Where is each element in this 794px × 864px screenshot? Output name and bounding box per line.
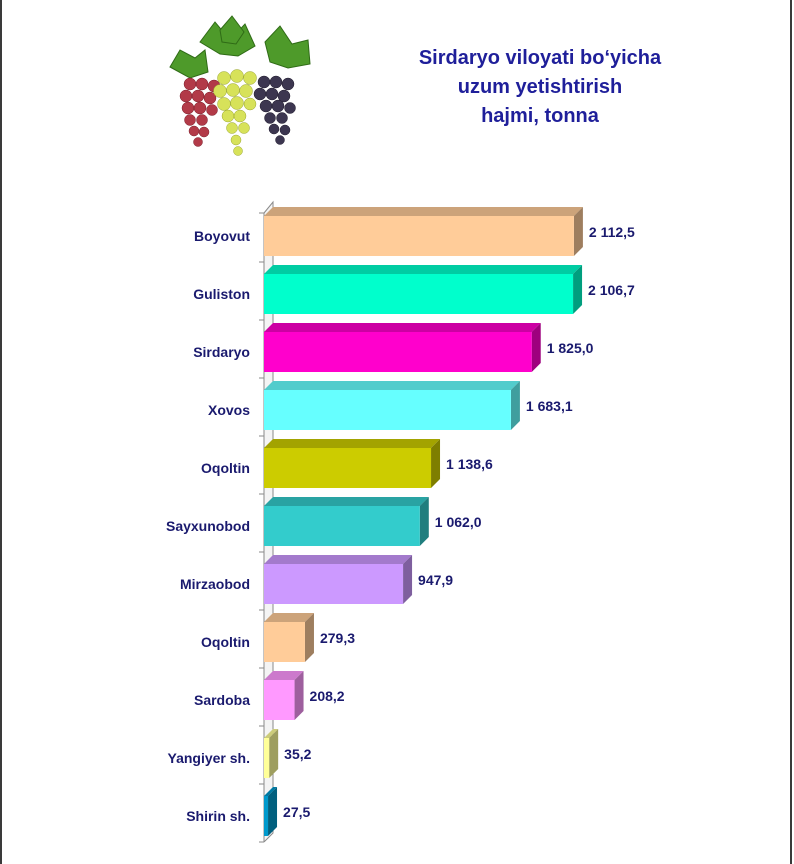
category-label: Guliston: [193, 286, 250, 302]
bar-side-face: [573, 265, 583, 314]
bar-front-face: [264, 274, 574, 314]
page-border-right: [790, 0, 792, 864]
bar-side-face: [419, 497, 429, 546]
bar-side-face: [294, 671, 304, 720]
bar-5: [264, 497, 429, 546]
value-label: 1 683,1: [526, 398, 573, 414]
bar-side-face: [403, 555, 413, 604]
category-label: Shirin sh.: [186, 808, 250, 824]
bar-9: [264, 729, 279, 778]
bar-side-face: [573, 207, 583, 256]
bar-2: [264, 323, 541, 372]
bar-6: [264, 555, 413, 604]
bar-side-face: [268, 787, 278, 836]
value-label: 2 106,7: [588, 282, 635, 298]
bar-front-face: [264, 622, 305, 662]
bar-top-face: [264, 497, 429, 506]
bar-front-face: [264, 448, 432, 488]
bar-front-face: [264, 390, 511, 430]
category-label: Boyovut: [194, 228, 250, 244]
category-label: Mirzaobod: [180, 576, 250, 592]
value-label: 208,2: [310, 688, 345, 704]
value-label: 2 112,5: [589, 224, 635, 240]
bar-top-face: [264, 671, 304, 680]
bar-side-face: [531, 323, 541, 372]
value-label: 947,9: [418, 572, 453, 588]
bar-top-face: [264, 555, 413, 564]
bars-group: [264, 207, 583, 836]
bar-top-face: [264, 265, 583, 274]
value-label: 1 138,6: [446, 456, 493, 472]
bar-4: [264, 439, 441, 488]
title-line-2: uzum yetishtirish: [457, 76, 623, 98]
bar-8: [264, 671, 304, 720]
labels-group: Boyovut 2 112,5 Guliston 2 106,7 Sirdaryo 1 8…: [166, 224, 635, 824]
bar-top-face: [264, 729, 279, 738]
title-line-3: hajmi, tonna: [481, 105, 599, 127]
bar-side-face: [304, 613, 314, 662]
bar-front-face: [264, 216, 574, 256]
bar-front-face: [264, 332, 532, 372]
category-label: Sardoba: [194, 692, 250, 708]
bar-top-face: [264, 613, 314, 622]
bar-top-face: [264, 381, 520, 390]
bar-top-face: [264, 323, 541, 332]
bar-front-face: [264, 506, 420, 546]
bar-side-face: [510, 381, 520, 430]
category-label: Oqoltin: [201, 460, 250, 476]
bar-7: [264, 613, 314, 662]
value-label: 1 825,0: [547, 340, 594, 356]
grapes-illustration: [169, 15, 311, 156]
bar-front-face: [264, 680, 295, 720]
title-line-1: Sirdaryo viloyati bo‘yicha: [418, 47, 662, 69]
category-label: Oqoltin: [201, 634, 250, 650]
bar-1: [264, 265, 583, 314]
value-label: 279,3: [320, 630, 355, 646]
category-label: Sayxunobod: [166, 518, 250, 534]
value-label: 1 062,0: [435, 514, 482, 530]
chart-title: Sirdaryo viloyati bo‘yicha uzum yetishti…: [390, 44, 690, 131]
bar-10: [264, 787, 278, 836]
value-label: 27,5: [283, 804, 310, 820]
bar-0: [264, 207, 583, 256]
bar-top-face: [264, 207, 583, 216]
bar-3: [264, 381, 520, 430]
category-label: Xovos: [208, 402, 250, 418]
value-label: 35,2: [284, 746, 311, 762]
bar-side-face: [431, 439, 441, 488]
bar-front-face: [264, 564, 404, 604]
page-border-left: [0, 0, 2, 864]
bar-side-face: [269, 729, 279, 778]
bar-top-face: [264, 439, 441, 448]
bar-top-face: [264, 787, 278, 796]
bar-front-face: [264, 738, 270, 778]
bar-front-face: [264, 796, 269, 836]
category-label: Yangiyer sh.: [168, 750, 250, 766]
category-label: Sirdaryo: [193, 344, 250, 360]
